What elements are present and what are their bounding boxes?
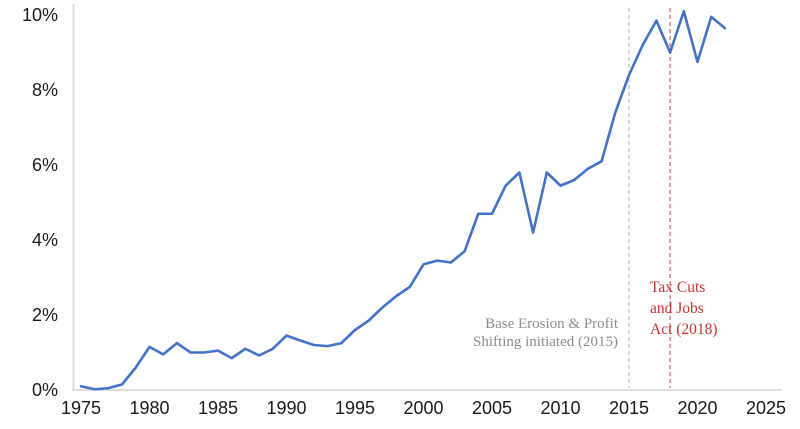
x-tick-label: 1975 [61, 398, 101, 418]
tcja-annotation-line-1: Tax Cuts [650, 279, 706, 296]
y-tick-label: 0% [32, 380, 58, 400]
x-tick-label: 2010 [540, 398, 580, 418]
data-series-line [79, 9, 727, 391]
x-tick-label: 1990 [266, 398, 306, 418]
x-tick-label: 1980 [129, 398, 169, 418]
tcja-annotation-line-3: Act (2018) [650, 321, 718, 338]
x-tick-label: 1995 [335, 398, 375, 418]
beps-annotation-line-1: Base Erosion & Profit [485, 316, 618, 332]
y-tick-label: 8% [32, 80, 58, 100]
tcja-annotation-line-2: and Jobs [650, 300, 704, 317]
x-tick-label: 2005 [472, 398, 512, 418]
y-tick-label: 4% [32, 230, 58, 250]
x-tick-label: 2015 [609, 398, 649, 418]
x-tick-label: 1985 [198, 398, 238, 418]
beps-annotation-line-2: Shifting initiated (2015) [473, 333, 618, 350]
x-tick-label: 2025 [746, 398, 786, 418]
x-tick-label: 2000 [403, 398, 443, 418]
x-axis-tick-labels: 1975 1980 1985 1990 1995 2000 2005 2010 2015 2020… [61, 398, 786, 418]
tcja-annotation: Tax Cuts and Jobs Act (2018) [650, 277, 718, 340]
y-tick-label: 10% [22, 5, 58, 25]
y-tick-label: 2% [32, 305, 58, 325]
beps-annotation: Base Erosion & Profit Shifting initiated… [340, 316, 618, 351]
y-axis-tick-labels: 0% 2% 4% 6% 8% 10% [22, 5, 58, 400]
x-tick-label: 2020 [677, 398, 717, 418]
y-tick-label: 6% [32, 155, 58, 175]
